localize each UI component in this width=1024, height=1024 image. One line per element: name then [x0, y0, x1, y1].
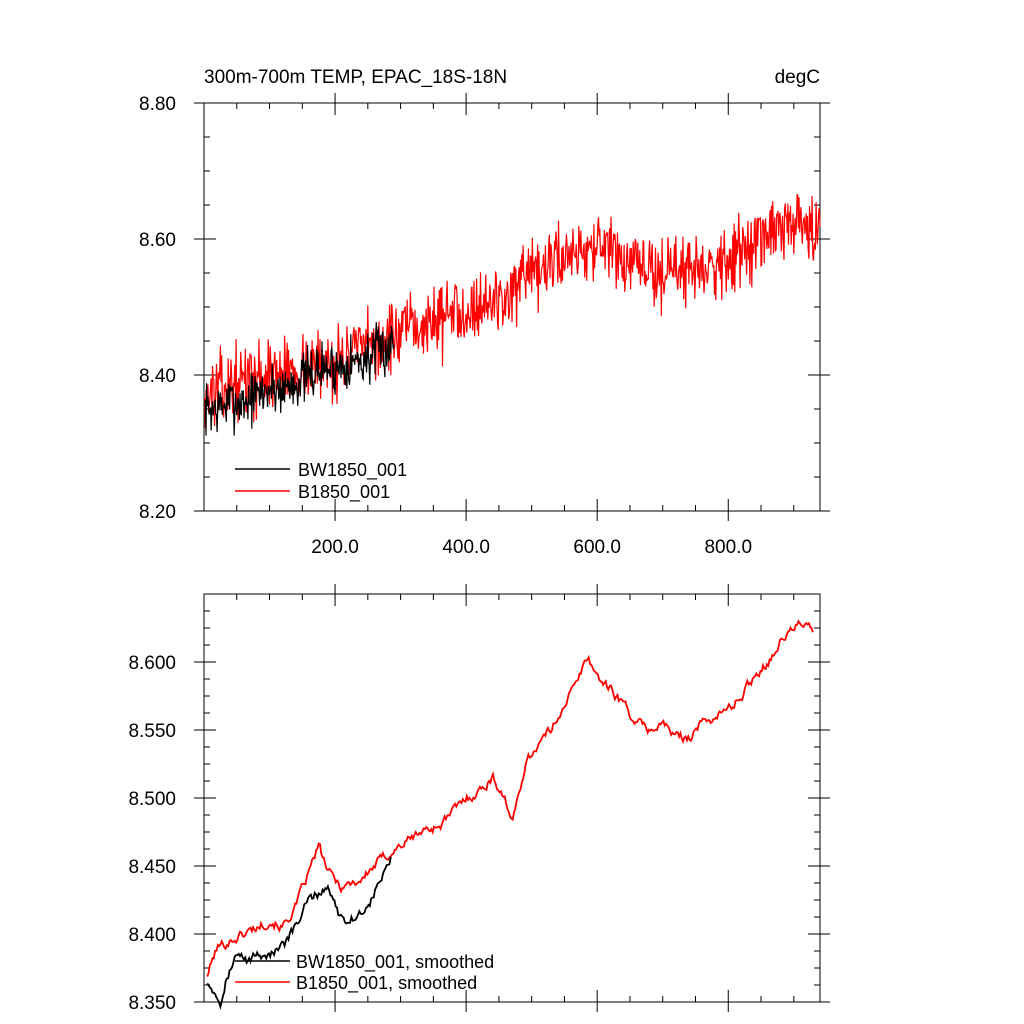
chart-title: 300m-700m TEMP, EPAC_18S-18N	[204, 67, 507, 88]
bottom-y-tick-label: 8.400	[128, 925, 176, 946]
top-y-tick-label: 8.40	[139, 366, 176, 387]
bottom-y-tick-label: 8.600	[128, 653, 176, 674]
bottom-legend: BW1850_001, smoothed B1850_001, smoothed	[235, 952, 494, 994]
top-line-bw1850_001	[204, 321, 395, 436]
bottom-series-lines	[206, 619, 814, 1010]
top-panel: 300m-700m TEMP, EPAC_18S-18N degC 200.0 4…	[139, 67, 830, 558]
legend-label-b1850: B1850_001	[298, 482, 390, 503]
bottom-y-tick-label: 8.550	[128, 721, 176, 742]
bottom-line-bw1850_001	[206, 856, 392, 1010]
bottom-frame	[203, 593, 821, 1003]
top-y-tick-label: 8.20	[139, 502, 176, 523]
top-x-tick-label: 200.0	[311, 537, 359, 558]
bottom-line-b1850_001	[206, 619, 814, 977]
units-label: degC	[775, 67, 820, 88]
legend-label-bw1850-smoothed: BW1850_001, smoothed	[296, 952, 494, 973]
top-x-tick-label: 400.0	[442, 537, 490, 558]
bottom-panel: 8.350 8.400 8.450 8.500 8.550 8.600 BW1850_00…	[128, 584, 830, 1014]
top-series-lines	[204, 193, 821, 436]
bottom-y-tick-label: 8.500	[128, 789, 176, 810]
legend-label-b1850-smoothed: B1850_001, smoothed	[296, 973, 477, 994]
top-x-tick-label: 600.0	[573, 537, 621, 558]
top-y-tick-label: 8.80	[139, 94, 176, 115]
top-x-tick-label: 800.0	[704, 537, 752, 558]
legend-label-bw1850: BW1850_001	[298, 460, 407, 481]
top-axes: 200.0 400.0 600.0 800.0 8.20 8.40 8.60 8.80	[139, 93, 830, 558]
bottom-y-tick-label: 8.350	[128, 993, 176, 1014]
bottom-y-tick-label: 8.450	[128, 857, 176, 878]
top-y-tick-label: 8.60	[139, 230, 176, 251]
top-legend: BW1850_001 B1850_001	[235, 460, 407, 503]
bottom-axes: 8.350 8.400 8.450 8.500 8.550 8.600	[128, 584, 830, 1014]
